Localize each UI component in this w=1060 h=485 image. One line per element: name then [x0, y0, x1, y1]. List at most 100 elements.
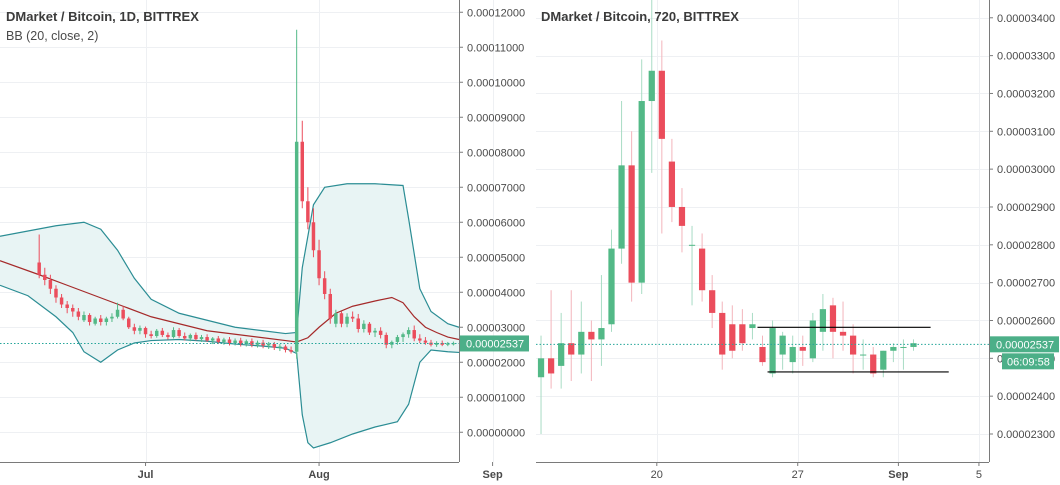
- candle-up: [210, 338, 215, 341]
- candle-up: [171, 330, 176, 338]
- candle-up: [648, 70, 655, 102]
- candle-down: [317, 250, 321, 279]
- y-tick-label: 0.00011000: [467, 42, 524, 54]
- chart-right-legend: DMarket / Bitcoin, 720, BITTREX: [541, 9, 739, 24]
- candle-down: [205, 337, 209, 341]
- candle-up: [819, 309, 827, 332]
- y-tick-label: 0.00001000: [467, 392, 525, 404]
- candle-up: [880, 350, 887, 370]
- y-tick-label: 0.00002000: [467, 357, 525, 369]
- candle-down: [709, 290, 716, 313]
- candle-up: [154, 330, 159, 336]
- bb-band-fill: [0, 183, 459, 448]
- candle-down: [739, 324, 746, 344]
- candle-up: [82, 315, 86, 321]
- candle-up: [578, 331, 585, 355]
- candle-down: [870, 354, 877, 374]
- candle-down: [658, 70, 665, 139]
- candle-down: [300, 141, 305, 202]
- candle-up: [860, 354, 867, 356]
- candle-up: [451, 343, 456, 345]
- candle-up: [104, 318, 109, 322]
- bb-basis-line: [0, 260, 460, 343]
- candle-up: [395, 337, 400, 342]
- y-tick-label: 0.00003100: [997, 126, 1055, 138]
- candle-down: [283, 346, 288, 350]
- candle-down: [177, 330, 181, 336]
- y-tick-label: 0.00002800: [997, 240, 1055, 252]
- candle-down: [350, 316, 355, 319]
- candle-up: [138, 327, 142, 331]
- candle-down: [306, 201, 310, 223]
- chart-right-svg[interactable]: 0.00003400 0.00003300 0.00003200 0.00003100…: [530, 0, 1060, 485]
- chart-right-panel[interactable]: 0.00003400 0.00003300 0.00003200 0.00003100…: [530, 0, 1060, 485]
- bb-upper-line: [0, 183, 460, 335]
- chart-right-title: DMarket / Bitcoin, 720, BITTREX: [541, 9, 739, 24]
- candle-down: [87, 315, 92, 322]
- candle-down: [588, 331, 595, 340]
- candle-up: [266, 344, 271, 346]
- price-label: 0.00002537: [466, 338, 524, 350]
- candle-down: [261, 342, 265, 346]
- candle-up: [809, 320, 816, 359]
- y-tick-label: 0.00002700: [997, 278, 1055, 290]
- candle-up: [115, 309, 120, 317]
- chart-left-panel[interactable]: 0.00012000 0.00011000 0.00010000 0.00009000…: [0, 0, 530, 485]
- bb-indicator-label: BB (20, close, 2): [6, 29, 99, 43]
- candle-down: [698, 248, 706, 291]
- candle-down: [194, 334, 198, 340]
- candle-down: [76, 311, 81, 317]
- candle-down: [143, 327, 148, 335]
- candle-up: [188, 334, 193, 339]
- candle-down: [547, 358, 555, 374]
- countdown-label-bg: [1002, 353, 1054, 370]
- y-tick-label: 0.00002400: [997, 391, 1055, 403]
- candle-down: [719, 312, 726, 355]
- candle-down: [322, 278, 327, 294]
- candle-up: [618, 165, 625, 249]
- candle-down: [59, 297, 64, 305]
- candle-down: [166, 334, 170, 338]
- candle-down: [272, 344, 277, 348]
- candle-down: [423, 340, 428, 343]
- candle-down: [37, 262, 41, 275]
- price-label-bg: [990, 336, 1059, 353]
- candle-up: [789, 346, 796, 363]
- candle-down: [289, 350, 293, 352]
- candle-up: [608, 248, 615, 325]
- candle-down: [378, 330, 383, 335]
- candle-down: [678, 206, 686, 226]
- candle-down: [759, 346, 766, 363]
- y-tick-label: 0.00003300: [997, 51, 1055, 63]
- candle-down: [71, 308, 75, 312]
- candle-down: [127, 318, 131, 328]
- y-tick-label: 0.00009000: [467, 112, 525, 124]
- x-tick-label: Sep: [482, 469, 502, 481]
- candle-down: [412, 330, 416, 339]
- candle-up: [890, 346, 897, 351]
- y-tick-label: 0.00010000: [467, 77, 525, 89]
- chart-left-legend: DMarket / Bitcoin, 1D, BITTREX BB (20, c…: [6, 9, 199, 43]
- candle-up: [598, 328, 605, 340]
- chart-left-svg[interactable]: 0.00012000 0.00011000 0.00010000 0.00009000…: [0, 0, 530, 485]
- candle-down: [568, 343, 575, 355]
- y-tick-label: 0.00008000: [467, 147, 525, 159]
- candle-up: [446, 343, 450, 345]
- y-tick-label: 0.00004000: [467, 287, 525, 299]
- candle-up: [93, 318, 97, 324]
- candle-down: [839, 331, 847, 336]
- y-tick-label: 0.00007000: [467, 182, 525, 194]
- candle-down: [339, 313, 344, 324]
- y-tick-label: 0.00003400: [997, 13, 1055, 25]
- chart-background: [530, 0, 1060, 485]
- candle-up: [406, 330, 411, 335]
- candle-up: [434, 343, 439, 345]
- x-tick-label: 5: [976, 469, 982, 481]
- candle-down: [149, 334, 153, 336]
- candle-down: [356, 318, 360, 329]
- y-tick-label: 0.00003000: [467, 322, 525, 334]
- y-tick-label: 0.00006000: [467, 217, 525, 229]
- candle-down: [54, 288, 58, 298]
- x-tick-label: Jul: [138, 469, 154, 481]
- candle-up: [233, 340, 237, 343]
